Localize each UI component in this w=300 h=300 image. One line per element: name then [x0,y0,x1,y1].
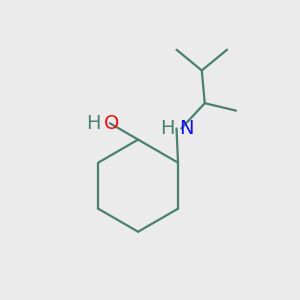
Text: H: H [160,119,174,138]
Text: O: O [104,114,119,133]
Text: N: N [179,119,194,138]
Text: H: H [86,114,101,133]
